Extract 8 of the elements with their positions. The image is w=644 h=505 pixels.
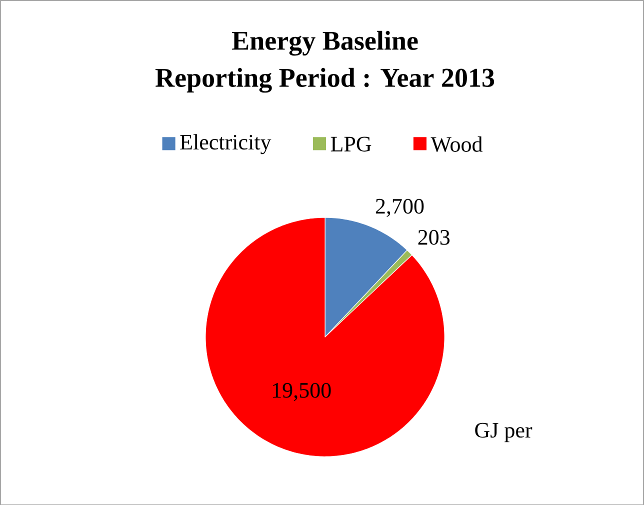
data-label: 19,500 (273, 382, 331, 401)
legend-label: LPG (330, 136, 372, 152)
chart-title: Energy Baseline Reporting Period : Year 2013 (155, 30, 494, 92)
legend-label: Electricity (180, 134, 272, 154)
text: GJ per (475, 422, 532, 442)
legend-label: Wood (430, 136, 482, 152)
data-label: 2,700 (376, 198, 424, 217)
data-label: 203 (418, 230, 450, 245)
